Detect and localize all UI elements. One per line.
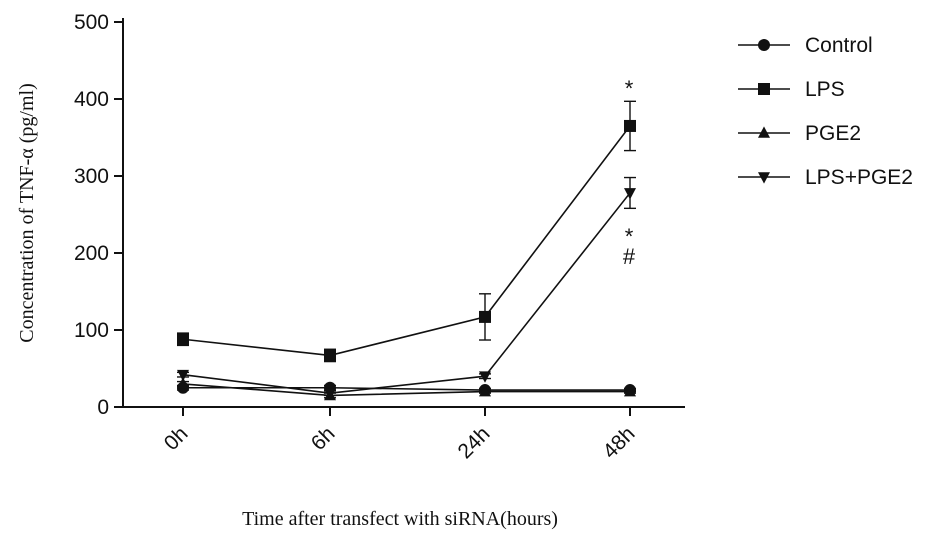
data-point: [624, 119, 636, 132]
data-point: [177, 333, 189, 346]
data-point: [479, 310, 491, 323]
data-point: [177, 377, 189, 389]
y-tick-label: 400: [74, 88, 109, 111]
legend-marker: [758, 39, 770, 51]
data-point: [324, 388, 336, 400]
axes: [122, 18, 685, 408]
data-point: [624, 385, 636, 397]
y-ticks: 0 100 200 300 400 500: [74, 11, 123, 419]
y-tick-label: 500: [74, 11, 109, 34]
series-line: [182, 125, 631, 357]
data-point: [479, 385, 491, 397]
legend-label: LPS: [805, 78, 845, 101]
x-tick-label: 24h: [453, 422, 494, 463]
legend-label: LPS+PGE2: [805, 166, 913, 189]
significance-mark: *: [625, 224, 634, 249]
series-line: [183, 386, 630, 391]
x-axis-title: Time after transfect with siRNA(hours): [242, 508, 558, 530]
series-lps: [177, 100, 636, 363]
y-tick-label: 200: [74, 242, 109, 265]
significance-mark: *: [625, 76, 634, 101]
y-tick-label: 300: [74, 165, 109, 188]
legend-item-lps[interactable]: LPS: [738, 78, 845, 101]
series-line: [182, 383, 630, 397]
legend-label: Control: [805, 34, 873, 57]
x-tick-label: 48h: [598, 422, 639, 463]
legend-marker: [758, 126, 770, 138]
legend-label: PGE2: [805, 122, 861, 145]
x-tick-label: 6h: [307, 422, 340, 455]
significance-mark: #: [623, 244, 636, 269]
data-point: [324, 349, 336, 362]
data-point: [479, 371, 491, 383]
data-point: [624, 188, 636, 200]
legend-marker: [758, 172, 770, 184]
annotations: **#: [623, 76, 636, 269]
series-line: [182, 192, 631, 394]
series-lps-pge2: [177, 176, 636, 400]
data-point: [177, 369, 189, 382]
legend-item-lps-pge2[interactable]: LPS+PGE2: [738, 166, 913, 189]
y-tick-label: 0: [97, 396, 109, 419]
x-ticks: 0h 6h 24h 48h: [160, 407, 640, 463]
legend[interactable]: Control LPS PGE2 LPS+PGE2: [738, 34, 913, 189]
y-axis-title: Concentration of TNF-α (pg/ml): [16, 83, 38, 343]
x-tick-label: 0h: [160, 422, 193, 455]
legend-item-pge2[interactable]: PGE2: [738, 122, 861, 145]
legend-marker: [758, 83, 770, 95]
y-tick-label: 100: [74, 319, 109, 342]
legend-item-control[interactable]: Control: [738, 34, 873, 57]
series-group: [177, 100, 636, 401]
